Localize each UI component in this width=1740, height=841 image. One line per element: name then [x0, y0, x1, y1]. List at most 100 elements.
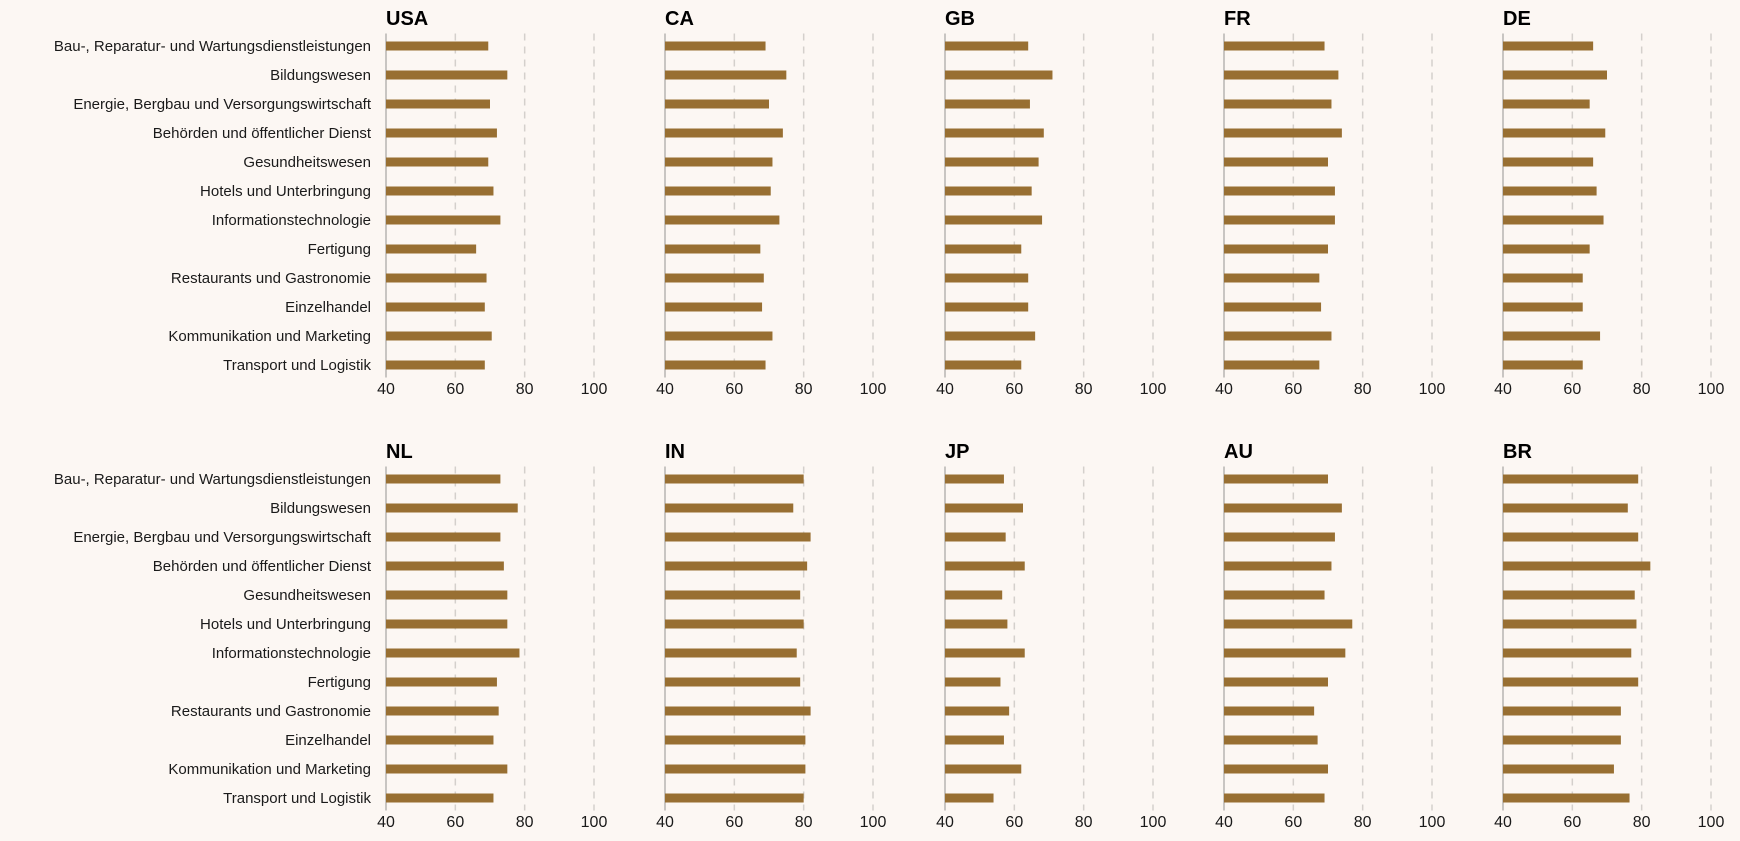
bar — [665, 70, 787, 80]
bar — [1224, 128, 1342, 138]
category-label: Informationstechnologie — [212, 645, 371, 662]
panel-title: CA — [665, 8, 694, 30]
bar — [1224, 474, 1328, 484]
bar — [1224, 706, 1315, 716]
category-label: Kommunikation und Marketing — [168, 328, 371, 345]
bar — [1224, 186, 1335, 196]
tick-label: 40 — [1494, 814, 1512, 831]
bar — [665, 215, 780, 225]
bar — [386, 706, 499, 716]
bar — [945, 735, 1004, 745]
tick-label: 60 — [1284, 381, 1302, 398]
bar — [386, 99, 490, 109]
category-label: Fertigung — [308, 241, 371, 258]
bar — [1503, 561, 1651, 571]
tick-label: 60 — [725, 814, 743, 831]
bar — [945, 99, 1030, 109]
bar — [1503, 157, 1594, 167]
bar — [1503, 735, 1621, 745]
bar — [386, 360, 485, 370]
panel-title: NL — [386, 441, 413, 463]
bar — [386, 532, 501, 542]
panel-title: FR — [1224, 8, 1251, 30]
bar — [665, 706, 811, 716]
bar — [1224, 302, 1322, 312]
tick-label: 80 — [1075, 814, 1093, 831]
bar — [945, 764, 1022, 774]
bar — [945, 186, 1032, 196]
bar — [665, 360, 766, 370]
bar — [665, 503, 794, 513]
bar — [1224, 215, 1335, 225]
tick-label: 40 — [656, 814, 674, 831]
tick-label: 80 — [1075, 381, 1093, 398]
tick-label: 80 — [516, 814, 534, 831]
tick-label: 40 — [1215, 381, 1233, 398]
tick-label: 100 — [1140, 381, 1167, 398]
bar — [945, 619, 1008, 629]
bar — [1224, 561, 1332, 571]
bar — [1503, 331, 1601, 341]
bar — [386, 41, 489, 51]
bar — [945, 244, 1022, 254]
bar — [1503, 215, 1604, 225]
tick-label: 60 — [1284, 814, 1302, 831]
bar — [665, 186, 771, 196]
bar — [1503, 273, 1583, 283]
panel-title: IN — [665, 441, 685, 463]
tick-label: 100 — [581, 381, 608, 398]
bar — [1224, 244, 1328, 254]
bar — [665, 532, 811, 542]
bar — [386, 186, 494, 196]
tick-label: 100 — [1698, 814, 1725, 831]
bar — [1503, 706, 1621, 716]
bar — [1224, 590, 1325, 600]
bar — [945, 648, 1025, 658]
bar — [665, 99, 769, 109]
tick-label: 100 — [1419, 381, 1446, 398]
bar — [945, 561, 1025, 571]
bar — [665, 793, 804, 803]
category-label: Hotels und Unterbringung — [200, 183, 371, 200]
category-label: Energie, Bergbau und Versorgungswirtscha… — [73, 96, 372, 113]
bar — [386, 677, 497, 687]
bar — [665, 331, 773, 341]
bar — [386, 273, 487, 283]
category-label: Behörden und öffentlicher Dienst — [153, 125, 372, 142]
category-label: Fertigung — [308, 674, 371, 691]
bar — [665, 157, 773, 167]
category-label: Kommunikation und Marketing — [168, 761, 371, 778]
bar — [945, 215, 1043, 225]
tick-label: 60 — [446, 814, 464, 831]
tick-label: 40 — [936, 814, 954, 831]
bar — [386, 619, 508, 629]
tick-label: 100 — [860, 381, 887, 398]
bar — [665, 561, 808, 571]
tick-label: 40 — [377, 381, 395, 398]
bar — [386, 793, 494, 803]
bar — [1224, 764, 1328, 774]
bar — [665, 590, 801, 600]
category-label: Behörden und öffentlicher Dienst — [153, 558, 372, 575]
bar — [665, 474, 804, 484]
bar — [945, 706, 1010, 716]
tick-label: 60 — [446, 381, 464, 398]
bar — [1503, 41, 1594, 51]
bar — [1224, 157, 1328, 167]
bar — [1224, 793, 1325, 803]
tick-label: 80 — [516, 381, 534, 398]
tick-label: 80 — [1633, 381, 1651, 398]
bar — [665, 619, 804, 629]
bar — [386, 648, 520, 658]
bar — [1224, 735, 1318, 745]
tick-label: 80 — [1354, 381, 1372, 398]
tick-label: 40 — [1215, 814, 1233, 831]
bar — [1503, 302, 1583, 312]
bar — [1503, 360, 1583, 370]
bar — [1224, 648, 1346, 658]
panel-title: GB — [945, 8, 975, 30]
bar — [386, 735, 494, 745]
bar — [386, 244, 477, 254]
bar — [386, 157, 489, 167]
bar — [1503, 186, 1597, 196]
